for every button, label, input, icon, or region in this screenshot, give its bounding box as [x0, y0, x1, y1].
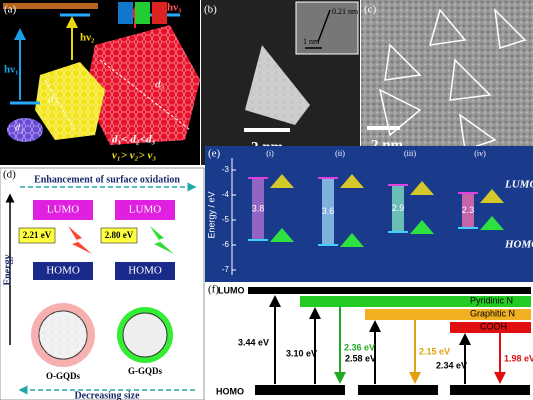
size-label: d₂ — [48, 94, 58, 106]
photon-label: hν₃ — [167, 2, 182, 14]
gap-value: 2.3 — [462, 205, 475, 215]
panel-c: (c) 2 nm — [361, 0, 533, 165]
frequency-order: ν₁> ν₂> ν₃ — [112, 150, 156, 162]
gap-bar — [392, 185, 404, 232]
level-label: Graphitic N — [470, 308, 515, 318]
level-label: Pyridinic N — [470, 295, 513, 305]
column-label: (ii) — [335, 149, 345, 158]
size-label: d₃ — [155, 79, 165, 91]
level-label: HOMO — [216, 386, 244, 396]
gap-label: 2.34 eV — [436, 360, 467, 370]
gap-label: 2.21 eV — [23, 230, 52, 240]
tick-label: -6 — [222, 240, 230, 249]
scale-bar-label: 1 nm — [303, 37, 320, 46]
photon-label: hν₁ — [4, 64, 18, 76]
orbital — [270, 228, 294, 242]
axis-title: Energy / eV — [206, 191, 216, 238]
gap-value: 3.6 — [322, 206, 335, 216]
orbital — [270, 174, 294, 188]
gap-label: 2.80 eV — [105, 230, 134, 240]
column-label: (iii) — [404, 149, 416, 158]
size-label: d₁ — [15, 122, 23, 133]
trend-label: Decreasing size — [74, 390, 140, 400]
size-order: d₁< d₂<d₃ — [112, 134, 155, 146]
sample-name: G-GQDs — [128, 366, 162, 376]
orbital — [480, 189, 504, 203]
trend-label: Enhancement of surface oxidation — [34, 174, 180, 185]
level-label: HOMO — [46, 265, 80, 277]
tick-label: -4 — [222, 190, 230, 199]
panel-d: Enhancement of surface oxidation (d) Ene… — [0, 167, 205, 400]
gap-value: 2.9 — [392, 203, 405, 213]
panel-label: (d) — [3, 169, 16, 181]
lattice-spacing: 0.21 nm — [332, 7, 359, 16]
level-label: HOMO — [128, 265, 162, 277]
gap-bar — [252, 178, 264, 240]
gap-label: 1.98 eV — [504, 353, 533, 363]
panel-label: (c) — [364, 4, 377, 16]
level-label: LUMO — [47, 204, 79, 216]
tick-label: -5 — [222, 215, 230, 224]
gap-value: 3.8 — [252, 203, 265, 213]
axis-title: Energy — [2, 254, 13, 285]
panel-e: (e) Energy / eV LUMO HOMO -3 -4 -5 -6 -7 (i) 3… — [205, 146, 533, 282]
gap-bar — [462, 193, 474, 228]
sample-name: O-GQDs — [46, 371, 80, 381]
tick-label: -7 — [222, 265, 230, 274]
tick-label: -3 — [222, 165, 230, 174]
orbital — [410, 220, 434, 234]
gap-label: 2.15 eV — [419, 346, 450, 356]
gap-label: 3.10 eV — [286, 348, 317, 358]
panel-b: (b) 0.21 nm 1 nm 2 nm — [201, 0, 360, 165]
orbital — [340, 233, 364, 247]
gap-bar — [322, 178, 334, 245]
gap-label: 3.44 eV — [238, 337, 269, 347]
panel-label: (a) — [4, 4, 17, 16]
column-label: (iv) — [474, 149, 486, 158]
orbital — [340, 174, 364, 188]
panel-label: (f) — [208, 284, 219, 296]
panel-label: (e) — [208, 148, 221, 160]
orbital — [480, 216, 504, 230]
panel-label: (b) — [204, 4, 217, 16]
column-label: (i) — [266, 149, 274, 158]
level-label: COOH — [480, 321, 507, 331]
photon-label: hν₂ — [80, 32, 95, 44]
level-label: LUMO — [218, 285, 245, 295]
gap-label: 2.58 eV — [345, 353, 376, 363]
orbital — [410, 181, 434, 195]
level-label: LUMO — [504, 179, 533, 191]
panel-a: (a) hν₁ hν₂ hν₃ d₃ d₂ d₁ d₁< d₂<d₃ ν₁> ν… — [0, 0, 200, 165]
gap-label: 2.36 eV — [344, 342, 375, 352]
level-label: HOMO — [504, 239, 533, 251]
level-label: LUMO — [129, 204, 161, 216]
panel-f: (f) LUMO HOMO Pyridinic N Graphitic N CO… — [205, 284, 533, 400]
